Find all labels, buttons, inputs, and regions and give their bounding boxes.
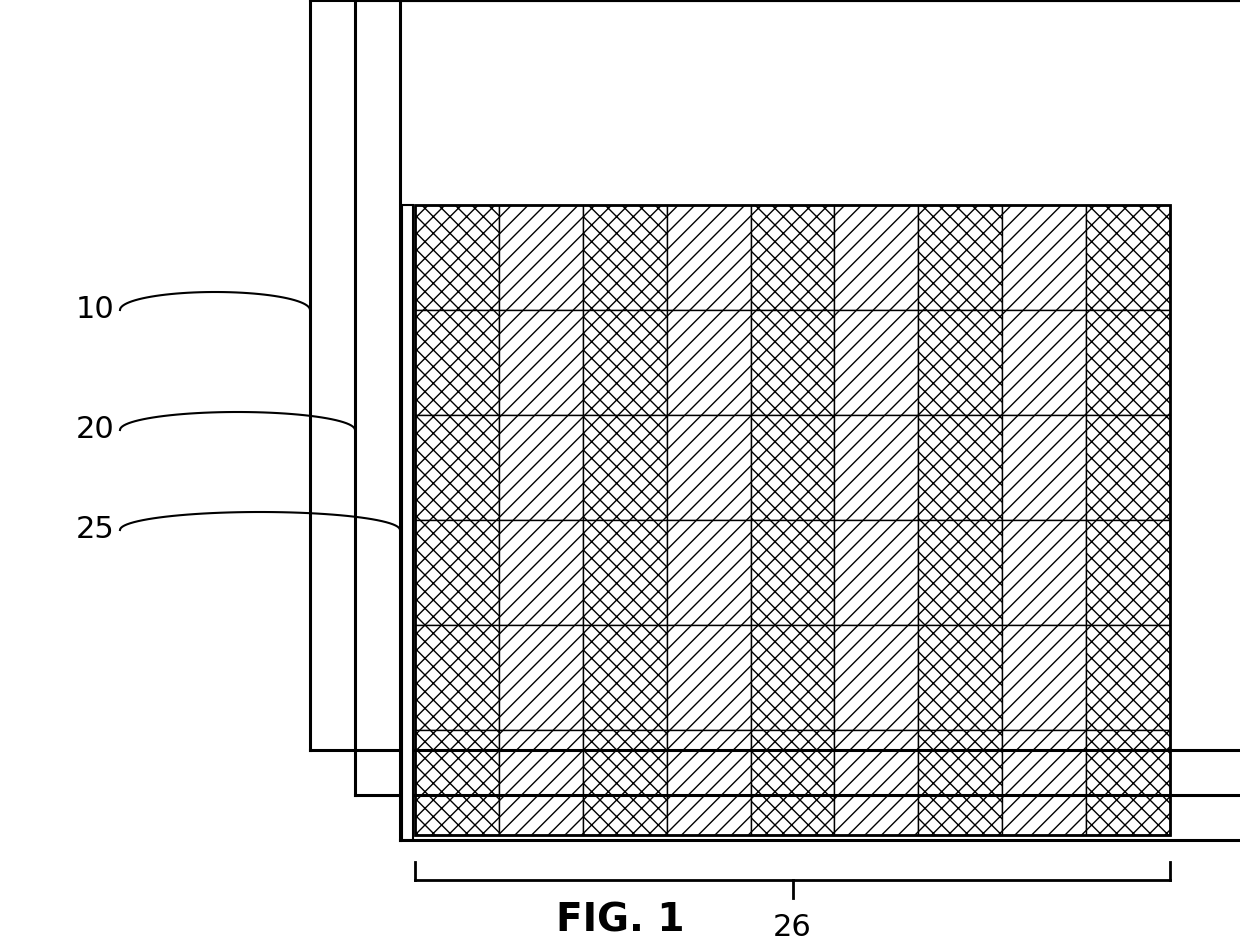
- Bar: [919, 415, 1002, 520]
- Bar: [415, 310, 498, 415]
- Bar: [1086, 730, 1171, 835]
- Bar: [1086, 625, 1171, 730]
- Bar: [1002, 730, 1086, 835]
- Bar: [750, 730, 835, 835]
- Bar: [415, 730, 498, 835]
- Bar: [1002, 520, 1086, 625]
- Text: 20: 20: [76, 415, 114, 445]
- Bar: [667, 520, 750, 625]
- Text: 25: 25: [76, 516, 114, 544]
- Bar: [919, 625, 1002, 730]
- Bar: [750, 310, 835, 415]
- Bar: [583, 205, 667, 310]
- Bar: [1086, 520, 1171, 625]
- Bar: [667, 205, 750, 310]
- Bar: [498, 730, 583, 835]
- Bar: [583, 520, 667, 625]
- Bar: [415, 520, 498, 625]
- Bar: [835, 310, 919, 415]
- Bar: [1002, 205, 1086, 310]
- Bar: [750, 415, 835, 520]
- Bar: [750, 205, 835, 310]
- Bar: [835, 415, 919, 520]
- Bar: [919, 310, 1002, 415]
- Bar: [498, 520, 583, 625]
- Bar: [667, 310, 750, 415]
- Bar: [919, 520, 1002, 625]
- Bar: [667, 730, 750, 835]
- Bar: [667, 415, 750, 520]
- Bar: [750, 625, 835, 730]
- Text: 26: 26: [773, 914, 812, 942]
- Bar: [1086, 205, 1171, 310]
- Bar: [498, 415, 583, 520]
- Bar: [835, 205, 919, 310]
- Bar: [415, 415, 498, 520]
- Bar: [750, 520, 835, 625]
- Bar: [498, 625, 583, 730]
- Bar: [583, 310, 667, 415]
- Bar: [415, 205, 1171, 835]
- Bar: [835, 520, 919, 625]
- Bar: [835, 625, 919, 730]
- Bar: [583, 625, 667, 730]
- Bar: [498, 205, 583, 310]
- Bar: [1086, 310, 1171, 415]
- Bar: [1002, 415, 1086, 520]
- Text: 10: 10: [76, 296, 114, 324]
- Bar: [1086, 415, 1171, 520]
- Bar: [1002, 310, 1086, 415]
- Bar: [835, 730, 919, 835]
- Bar: [583, 730, 667, 835]
- Bar: [415, 625, 498, 730]
- Bar: [667, 625, 750, 730]
- Bar: [919, 205, 1002, 310]
- Bar: [583, 415, 667, 520]
- Bar: [415, 205, 498, 310]
- Bar: [402, 205, 413, 840]
- Bar: [1002, 625, 1086, 730]
- Bar: [919, 730, 1002, 835]
- Text: FIG. 1: FIG. 1: [556, 901, 684, 939]
- Bar: [498, 310, 583, 415]
